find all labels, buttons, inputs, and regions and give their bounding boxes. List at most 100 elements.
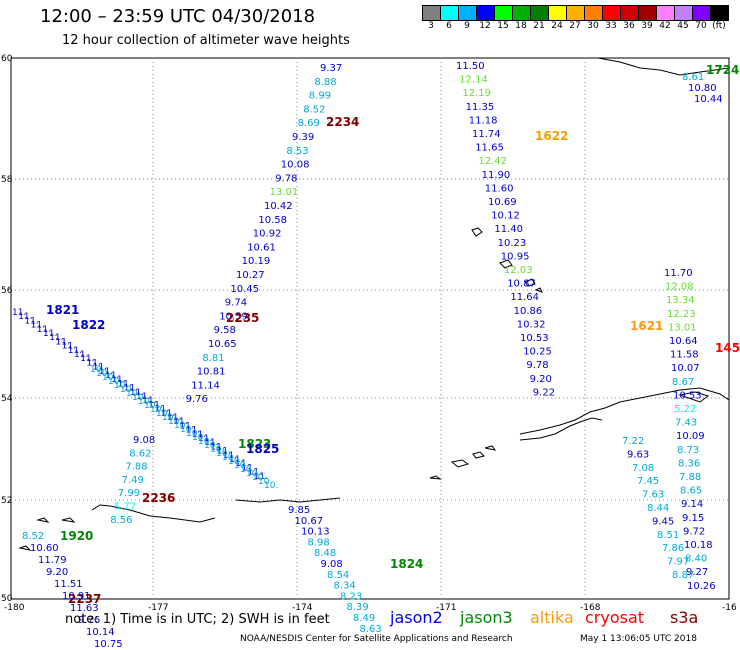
scale-swatch [602,5,620,21]
wave-height-label: 8.40 [685,554,707,565]
track-overplot: 11. [173,417,187,427]
wave-height-label: 11.35 [466,102,495,113]
scale-label: 39 [641,21,653,31]
wave-height-label: 10.61 [247,242,276,253]
track-overplot: 10. [168,417,182,427]
wave-height-label: 10.32 [517,319,546,330]
scale-swatch [638,5,656,21]
lat-label: 52 [1,496,12,506]
wave-height-label: 9.15 [682,513,704,524]
track-overplot: 11. [117,379,131,389]
wave-height-label: 10.19 [242,256,271,267]
wave-height-label: 11.14 [191,380,220,391]
track-overplot: 11. [186,426,200,436]
wave-height-label: 8.48 [314,548,336,559]
scale-swatch [566,5,584,21]
wave-height-label: 10.59 [219,311,248,322]
wave-height-label: 12.19 [462,88,491,99]
track-overplot: 11. [130,388,144,398]
track-overplot: 10. [216,449,230,459]
wave-height-label: 12.23 [667,309,696,320]
track-overplot: 10. [198,437,212,447]
track-overplot: 11. [136,392,150,402]
wave-height-label: 8.34 [334,581,356,592]
wave-height-label: 12.08 [665,282,694,293]
track-overplot: 11. [198,434,212,444]
color-scale-labels: 3 6 9 12 15 18 21 24 27 30 33 36 39 42 45 70 (ft) [422,21,728,31]
track-overplot: 10. [258,477,272,487]
wave-height-label: 8.81 [202,353,224,364]
scale-label: 45 [677,21,689,31]
wave-height-label: 7.88 [125,462,147,473]
track-overplot: 11. [99,367,113,377]
track-overplot: 11. [80,354,94,364]
wave-height-label: 11.79 [38,555,67,566]
wave-height-label: 10.12 [491,211,520,222]
track-overplot: 11. [55,337,69,347]
track-overplot: 11. [229,455,243,465]
wave-height-label: 9.72 [683,526,705,537]
track-overplot: 10. [90,365,104,375]
scale-swatch [620,5,638,21]
scale-swatch [530,5,548,21]
wave-height-label: 8.36 [678,458,700,469]
track-overplot: 10. [114,381,128,391]
scale-swatch [440,5,458,21]
scale-label: 36 [623,21,635,31]
wave-height-label: 10.91 [62,591,91,602]
track-time-label: 1824 [390,557,423,571]
lat-label: 56 [1,286,13,296]
track-overplot: 10. [264,481,278,491]
wave-height-label: 9.22 [533,387,555,398]
track-overplot: 11. [204,438,218,448]
wave-height-label: 9.20 [46,567,68,578]
wave-height-label: 10.45 [230,284,259,295]
track-overplot: 11. [111,375,125,385]
satellite-altika: altika [530,608,574,627]
scale-label: (ft) [712,21,726,31]
track-overplot: 10. [174,421,188,431]
wave-height-label: 8.99 [309,91,331,102]
wave-height-label: 9.63 [627,449,649,460]
wave-height-label: 10.69 [488,197,517,208]
lon-label: -168 [580,603,601,613]
coastline [18,57,730,551]
wave-height-label: 10.25 [523,347,552,358]
wave-height-label: 9.85 [288,505,310,516]
lon-label: -180 [4,603,25,613]
wave-height-label: 10.23 [498,238,527,249]
wave-height-label: 8.67 [672,377,694,388]
wave-height-label: 7.63 [642,490,664,501]
track-overplot: 10. [252,473,266,483]
wave-height-label: 11.50 [456,61,485,72]
scale-swatch [494,5,512,21]
wave-height-label: 5.77 [114,502,136,513]
lon-label: -16 [722,603,737,613]
track-overplot: 10. [120,385,134,395]
wave-height-label: 8.44 [647,503,669,514]
wave-height-label: 10.27 [236,270,265,281]
wave-height-label: 9.27 [686,567,708,578]
track-overplot: 11. [148,400,162,410]
wave-height-label: 9.20 [530,374,552,385]
track-overplot: 11. [49,333,63,343]
track-overplot: 11. [179,421,193,431]
scale-label: 9 [464,21,470,31]
wave-height-label: 10.92 [253,229,282,240]
lon-label: -174 [292,603,313,613]
track-overplot: 11. [167,413,181,423]
scale-label: 18 [515,21,527,31]
satellite-jason3: jason3 [460,608,513,627]
wave-height-label: 11.63 [70,603,99,614]
wave-height-label: 12.14 [459,75,488,86]
track-overplot: 11. [248,468,262,478]
track-overplot: 11. [142,396,156,406]
lat-label: 54 [1,394,13,404]
wave-height-label: 10.08 [281,160,310,171]
wave-height-label: 10.53 [673,390,702,401]
wave-height-label: 7.97 [667,557,689,568]
footnote: note: 1) Time is in UTC; 2) SWH is in fe… [65,612,330,627]
track-time-label: 2236 [142,491,175,505]
wave-height-label: 10.95 [501,251,530,262]
track-overplot: 10. [204,441,218,451]
